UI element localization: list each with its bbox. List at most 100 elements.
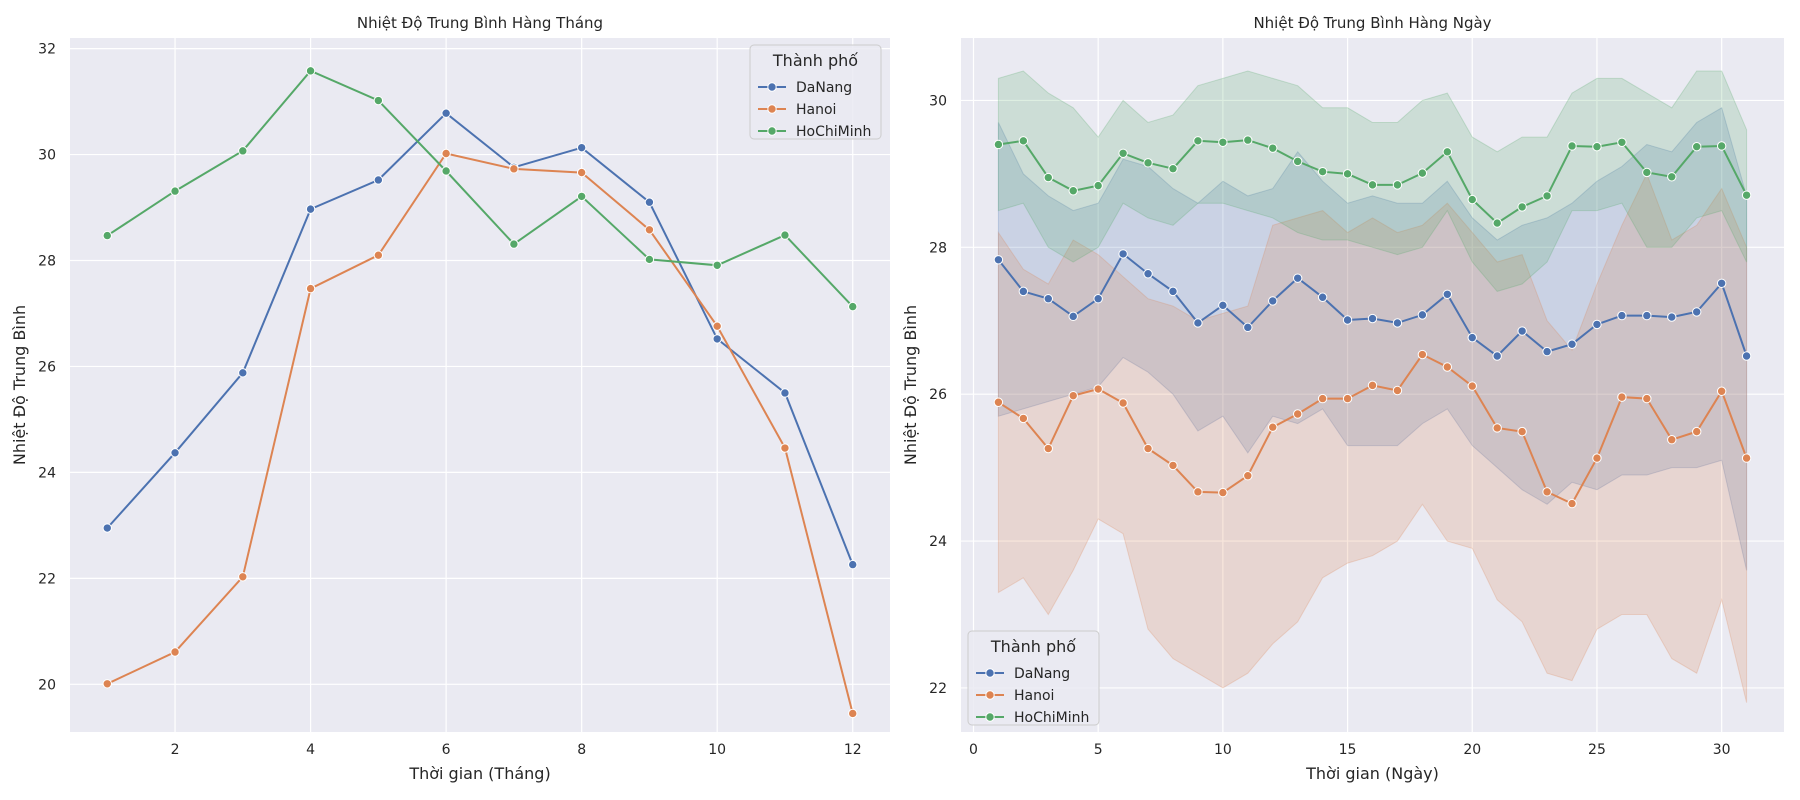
data-point-danang	[1367, 313, 1378, 324]
legend-label-hochiminh: HoChiMinh	[796, 124, 871, 140]
data-point-danang	[1517, 326, 1527, 336]
data-point-danang	[1292, 273, 1303, 283]
y-tick-label: 30	[38, 148, 56, 164]
data-point-danang	[170, 448, 180, 458]
data-point-hanoi	[1243, 470, 1253, 481]
chart-2: 0 5 10 15 20 25 30 22 24 26 28 30 Nhiệt Độ Trung Bìn…	[901, 14, 1784, 783]
data-point-danang	[1741, 351, 1752, 361]
data-point-hochiminh	[1417, 168, 1428, 178]
data-point-danang	[305, 204, 316, 214]
data-point-hochiminh	[373, 95, 384, 106]
x-tick-label: 12	[844, 742, 862, 758]
series-line-hanoi	[106, 152, 854, 714]
data-point-danang	[1068, 311, 1078, 322]
data-point-hanoi	[1218, 487, 1228, 498]
data-point-danang	[1392, 318, 1403, 328]
data-point-danang	[1716, 278, 1727, 288]
x-tick-label: 10	[708, 742, 726, 758]
data-point-danang	[1118, 249, 1128, 259]
data-point-hochiminh	[1492, 218, 1502, 228]
data-point-hochiminh	[1617, 137, 1627, 147]
data-point-hanoi	[102, 679, 112, 689]
data-point-danang	[1193, 318, 1203, 328]
series-line-hochiminh	[106, 69, 854, 308]
plot-area	[70, 38, 890, 732]
legend-marker-hanoi	[767, 104, 777, 114]
data-point-danang	[1342, 315, 1353, 325]
data-point-hochiminh	[1243, 135, 1253, 145]
data-point-danang	[1442, 289, 1453, 300]
data-point-hochiminh	[509, 239, 519, 249]
data-point-hanoi	[441, 148, 451, 159]
legend-marker-hochiminh	[985, 712, 995, 722]
data-point-hochiminh	[1168, 164, 1178, 174]
x-tick-label: 8	[577, 742, 586, 758]
data-point-hanoi	[1442, 362, 1453, 372]
data-point-hochiminh	[576, 191, 587, 202]
legend-box	[967, 630, 1100, 726]
data-point-hanoi	[1692, 426, 1702, 437]
legend-box	[749, 44, 882, 140]
data-point-hochiminh	[1218, 137, 1228, 147]
data-point-danang	[1317, 292, 1328, 302]
data-point-hochiminh	[780, 230, 790, 240]
data-point-hochiminh	[1716, 141, 1727, 151]
data-point-hochiminh	[238, 146, 248, 156]
data-point-hochiminh	[1093, 180, 1103, 191]
data-point-hochiminh	[1442, 147, 1453, 157]
data-point-hanoi	[509, 164, 519, 174]
y-tick-label: 24	[929, 534, 947, 550]
y-tick-label: 26	[929, 387, 947, 403]
data-point-hanoi	[1492, 423, 1502, 433]
x-tick-label: 2	[171, 742, 180, 758]
legend-title: Thành phố	[772, 51, 858, 70]
data-point-danang	[576, 142, 587, 153]
data-point-danang	[1218, 300, 1228, 311]
data-point-hanoi	[1292, 409, 1303, 419]
data-point-hochiminh	[1068, 186, 1078, 196]
data-point-hanoi	[1367, 380, 1378, 391]
data-point-danang	[1043, 294, 1053, 304]
x-tick-label: 0	[969, 742, 978, 758]
data-point-hochiminh	[1143, 158, 1153, 168]
data-point-hanoi	[1542, 487, 1552, 497]
data-point-hanoi	[1043, 443, 1053, 454]
y-tick-label: 20	[38, 677, 56, 693]
data-point-hochiminh	[1467, 194, 1477, 205]
legend: Thành phố DaNang Hanoi HoChiMinh	[749, 44, 882, 140]
data-point-danang	[1467, 332, 1477, 343]
data-point-hochiminh	[1292, 156, 1303, 167]
data-point-hochiminh	[1642, 167, 1652, 178]
data-point-hanoi	[644, 225, 655, 235]
legend-label-hanoi: Hanoi	[796, 102, 836, 118]
data-point-hanoi	[1317, 393, 1328, 404]
data-point-hanoi	[1716, 386, 1727, 396]
data-point-hochiminh	[1692, 141, 1702, 152]
data-point-hochiminh	[1043, 172, 1053, 183]
data-point-hanoi	[1168, 460, 1178, 471]
legend-marker-hanoi	[985, 690, 995, 700]
data-point-hochiminh	[1392, 180, 1403, 190]
data-point-hanoi	[1068, 390, 1078, 401]
data-point-hochiminh	[712, 260, 722, 270]
legend: Thành phố DaNang Hanoi HoChiMinh	[967, 630, 1100, 726]
data-point-hochiminh	[1542, 191, 1552, 201]
legend-label-danang: DaNang	[1014, 666, 1070, 682]
data-point-hochiminh	[993, 139, 1004, 150]
y-tick-label: 28	[38, 254, 56, 270]
y-tick-label: 22	[929, 681, 947, 697]
x-tick-label: 30	[1713, 742, 1731, 758]
data-point-hochiminh	[644, 254, 655, 265]
data-point-hanoi	[576, 167, 587, 178]
data-point-danang	[1018, 286, 1029, 297]
data-point-hochiminh	[1741, 190, 1752, 200]
data-point-hochiminh	[305, 66, 316, 76]
data-point-hanoi	[1741, 453, 1752, 463]
legend-marker-hochiminh	[767, 126, 777, 136]
y-tick-label: 32	[38, 42, 56, 58]
y-axis-label: Nhiệt Độ Trung Bình	[10, 305, 29, 465]
data-point-danang	[1617, 310, 1627, 321]
data-point-hanoi	[1018, 413, 1029, 424]
data-point-hanoi	[993, 397, 1004, 407]
